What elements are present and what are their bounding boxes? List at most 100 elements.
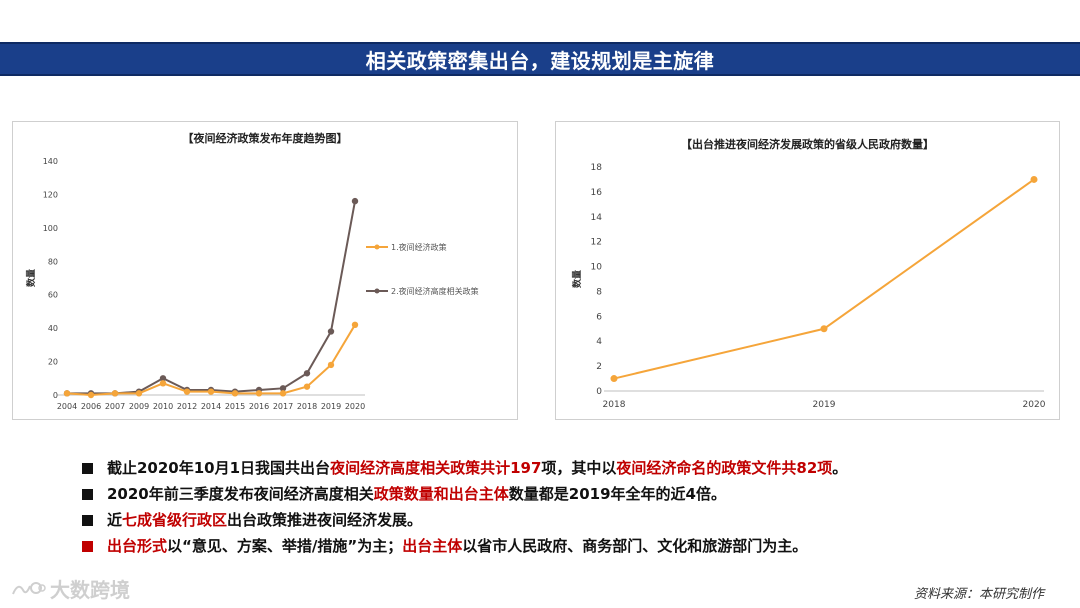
y-axis-label: 数量	[25, 269, 37, 287]
data-point-series-1	[351, 321, 359, 328]
finding-phrase: 项，其中以	[541, 459, 617, 477]
y-tick-label: 14	[591, 213, 603, 223]
legend-marker-2	[374, 288, 380, 294]
finding-phrase: 以省市人民政府、商务部门、文化和旅游部门为主。	[462, 537, 808, 555]
x-tick-label: 2012	[177, 402, 197, 411]
data-point-series-1	[231, 390, 239, 397]
brand-logo-icon	[12, 581, 46, 594]
chart-title: 【出台推进夜间经济发展政策的省级人民政府数量】	[681, 137, 934, 151]
finding-item: 截止2020年10月1日我国共出台夜间经济高度相关政策共计197项，其中以夜间经…	[82, 455, 1042, 481]
finding-item: 2020年前三季度发布夜间经济高度相关政策数量和出台主体数量都是2019年全年的…	[82, 481, 1042, 507]
y-tick-label: 6	[596, 312, 602, 322]
x-tick-label: 2015	[225, 402, 245, 411]
finding-phrase: 近	[107, 511, 123, 529]
y-tick-label: 18	[591, 163, 603, 173]
bullet-square-icon	[82, 514, 93, 526]
data-point-series-1	[303, 383, 311, 390]
chart-title: 【夜间经济政策发布年度趋势图】	[183, 131, 348, 145]
y-axis-label: 数量	[571, 270, 583, 288]
x-tick-label: 2019	[813, 400, 836, 410]
finding-text: 出台形式以“意见、方案、举措/措施”为主；出台主体以省市人民政府、商务部门、文化…	[107, 533, 807, 559]
key-findings-list: 截止2020年10月1日我国共出台夜间经济高度相关政策共计197项，其中以夜间经…	[82, 455, 1042, 559]
x-tick-label: 2018	[297, 402, 317, 411]
bullet-square-icon	[82, 540, 93, 552]
finding-item: 近七成省级行政区出台政策推进夜间经济发展。	[82, 507, 1042, 533]
x-tick-label: 2020	[345, 402, 365, 411]
highlighted-phrase: 出台形式	[107, 537, 168, 555]
y-tick-label: 20	[48, 358, 58, 367]
data-point-series-1	[327, 361, 335, 369]
highlighted-phrase: 夜间经济高度相关政策共计197	[330, 459, 542, 477]
y-tick-label: 2	[596, 362, 602, 372]
data-point-series-1	[135, 390, 143, 397]
data-point-series-1	[610, 375, 618, 383]
data-point-series-1	[159, 380, 167, 387]
data-point-series-1	[63, 390, 71, 397]
finding-phrase: 出台政策推进夜间经济发展。	[227, 511, 423, 529]
x-tick-label: 2009	[129, 402, 149, 411]
series-line-1	[613, 178, 1035, 380]
x-tick-label: 2004	[57, 402, 77, 411]
y-tick-label: 16	[591, 188, 603, 198]
data-point-series-1	[255, 390, 263, 397]
series-line-2	[67, 200, 356, 395]
highlighted-phrase: 出台主体	[402, 537, 463, 555]
source-note: 资料来源：本研究制作	[913, 587, 1044, 602]
y-tick-label: 12	[591, 238, 602, 248]
y-tick-label: 8	[596, 287, 602, 297]
y-tick-label: 10	[591, 263, 603, 273]
bullet-square-icon	[82, 488, 93, 500]
x-tick-label: 2007	[105, 402, 125, 411]
x-tick-label: 2017	[273, 402, 293, 411]
y-tick-label: 60	[48, 291, 58, 300]
data-point-series-1	[207, 388, 215, 395]
finding-text: 截止2020年10月1日我国共出台夜间经济高度相关政策共计197项，其中以夜间经…	[107, 455, 847, 481]
data-point-series-1	[183, 388, 191, 395]
y-tick-label: 40	[48, 324, 58, 333]
y-tick-label: 100	[43, 224, 58, 233]
x-tick-label: 2018	[603, 400, 626, 410]
legend-marker-1	[374, 244, 380, 250]
highlighted-phrase: 七成省级行政区	[122, 511, 228, 529]
y-tick-label: 80	[48, 257, 58, 266]
data-point-series-1	[87, 391, 95, 399]
brand-logo-text: 大数跨境	[50, 578, 130, 602]
x-tick-label: 2020	[1023, 400, 1046, 410]
finding-phrase: 截止2020年10月1日我国共出台	[107, 459, 331, 477]
finding-phrase: 2020年前三季度发布夜间经济高度相关	[107, 485, 374, 503]
bullet-square-icon	[82, 462, 93, 474]
highlighted-phrase: 夜间经济命名的政策文件共82项	[616, 459, 833, 477]
data-point-series-2	[351, 197, 359, 205]
data-point-series-2	[159, 375, 167, 382]
x-tick-label: 2016	[249, 402, 269, 411]
x-tick-label: 2006	[81, 402, 101, 411]
finding-item: 出台形式以“意见、方案、举措/措施”为主；出台主体以省市人民政府、商务部门、文化…	[82, 533, 1042, 559]
data-point-series-1	[111, 390, 119, 397]
y-tick-label: 120	[43, 190, 58, 199]
x-tick-label: 2010	[153, 402, 173, 411]
finding-phrase: 数量都是2019年全年的近4倍。	[508, 485, 726, 503]
legend-label-1: 1.夜间经济政策	[391, 242, 447, 252]
data-point-series-1	[279, 390, 287, 397]
series-line-1	[66, 324, 356, 397]
y-tick-label: 140	[43, 157, 58, 166]
brand-logo: 大数跨境	[10, 574, 130, 603]
y-tick-label: 0	[53, 391, 58, 400]
province-count-chart-svg: 【出台推进夜间经济发展政策的省级人民政府数量】 0 2 4 6 8 10 12 14 16 18 20…	[571, 137, 1046, 410]
policy-trend-chart: 【夜间经济政策发布年度趋势图】 0 20 40 60 80 100 120 140 2004 200…	[12, 121, 518, 420]
x-tick-label: 2014	[201, 402, 221, 411]
finding-phrase: 。	[832, 459, 848, 477]
policy-trend-chart-svg: 【夜间经济政策发布年度趋势图】 0 20 40 60 80 100 120 140 2004 200…	[25, 131, 479, 411]
finding-text: 2020年前三季度发布夜间经济高度相关政策数量和出台主体数量都是2019年全年的…	[107, 481, 726, 507]
title-banner: 相关政策密集出台，建设规划是主旋律	[0, 42, 1080, 76]
data-point-series-1	[820, 325, 828, 333]
x-tick-label: 2019	[321, 402, 341, 411]
data-point-series-2	[327, 328, 335, 335]
page-title: 相关政策密集出台，建设规划是主旋律	[365, 48, 715, 73]
data-point-series-1	[1030, 175, 1038, 183]
legend-label-2: 2.夜间经济高度相关政策	[391, 286, 479, 296]
y-tick-label: 4	[596, 337, 602, 347]
data-point-series-2	[303, 370, 311, 377]
finding-phrase: 以“意见、方案、举措/措施”为主；	[167, 537, 403, 555]
highlighted-phrase: 政策数量和出台主体	[373, 485, 509, 503]
